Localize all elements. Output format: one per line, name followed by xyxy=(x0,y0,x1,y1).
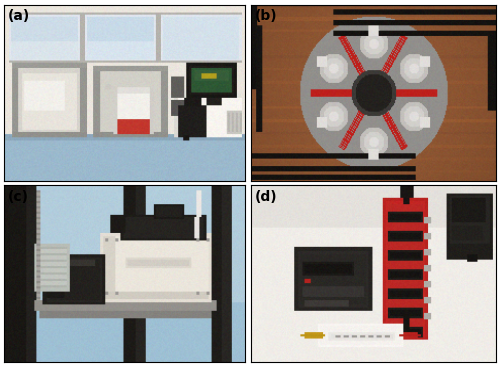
Text: (a): (a) xyxy=(8,9,30,23)
Text: (c): (c) xyxy=(8,190,28,203)
Text: (b): (b) xyxy=(254,9,278,23)
Text: (d): (d) xyxy=(254,190,278,203)
